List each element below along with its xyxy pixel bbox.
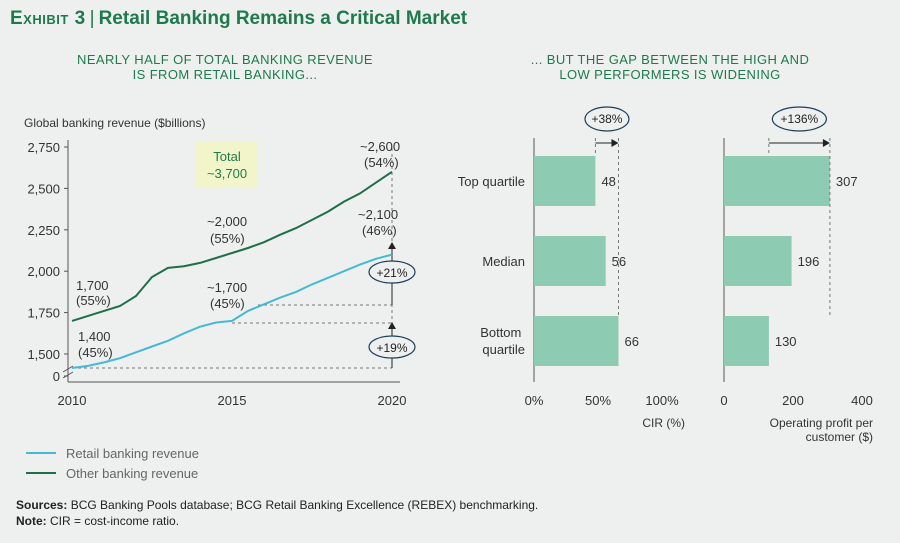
x-ticks: 2010 2015 2020 — [58, 393, 407, 408]
total-box — [196, 142, 258, 187]
total-box-value: ~3,700 — [207, 166, 247, 181]
cir-tick-label: 50% — [585, 393, 611, 408]
y-ticks: 2,750 2,500 2,250 2,000 1,750 1,500 0 — [27, 140, 68, 384]
retail-growth-badge — [368, 335, 416, 359]
retail-revenue-line — [71, 253, 393, 369]
axis-break-mark — [62, 371, 74, 379]
right-subtitle: ... BUT THE GAP BETWEEN THE HIGH AND LOW… — [480, 52, 860, 82]
cir-bar — [534, 236, 606, 286]
title-separator: | — [89, 8, 95, 29]
retail-growth-label: +19% — [376, 341, 407, 355]
annotation-other-2020: ~2,600 — [360, 139, 400, 154]
exhibit-heading: Retail Banking Remains a Critical Market — [98, 8, 468, 29]
annotation-retail-2020-share: (46%) — [362, 223, 397, 238]
other-revenue-line — [71, 170, 393, 322]
other-growth-label: +21% — [376, 266, 407, 280]
cir-gap-label: +38% — [591, 112, 622, 126]
annotation-retail-2020: ~2,100 — [358, 207, 398, 222]
right-subtitle-line1: ... BUT THE GAP BETWEEN THE HIGH AND — [530, 52, 810, 67]
note-text: CIR = cost-income ratio. — [50, 514, 180, 528]
category-labels: Top quartile Median Bottom quartile — [458, 174, 525, 357]
retail-growth-arrowhead — [388, 322, 396, 329]
note-label: Note: — [16, 514, 47, 528]
annotation-other-2015-share: (55%) — [210, 231, 245, 246]
cir-bar-value: 56 — [612, 254, 626, 269]
y-tick-label: 0 — [53, 369, 60, 384]
x-tick-label: 2020 — [378, 393, 407, 408]
exhibit-title: Exhibit 3 | Retail Banking Remains a Criti… — [10, 8, 467, 30]
value-annotations: 1,700 (55%) 1,400 (45%) ~2,000 (55%) ~1,… — [76, 139, 400, 360]
cir-bar-value: 66 — [624, 334, 638, 349]
profit-tick-label: 0 — [720, 393, 727, 408]
y-tick-label: 2,750 — [27, 140, 60, 155]
y-tick-label: 2,500 — [27, 181, 60, 196]
y-tick-label: 1,500 — [27, 347, 60, 362]
annotation-other-2010: 1,700 — [76, 278, 109, 293]
footer: Sources: BCG Banking Pools database; BCG… — [16, 497, 538, 529]
y-tick-label: 1,750 — [27, 306, 60, 321]
annotation-other-2015: ~2,000 — [207, 214, 247, 229]
profit-axis-title-line1: Operating profit per — [770, 416, 873, 430]
profit-gap-label: +136% — [781, 112, 819, 126]
cir-tick-label: 0% — [525, 393, 544, 408]
cir-gap-badge — [584, 106, 630, 132]
sources-label: Sources: — [16, 498, 68, 512]
profit-bar-value: 307 — [836, 174, 858, 189]
annotation-retail-2015: ~1,700 — [207, 280, 247, 295]
y-tick-label: 2,000 — [27, 264, 60, 279]
cir-gap-arrowhead — [611, 139, 619, 147]
sources-text: BCG Banking Pools database; BCG Retail B… — [70, 498, 539, 512]
legend-other-label: Other banking revenue — [66, 466, 198, 481]
exhibit-label: Exhibit 3 — [10, 8, 86, 29]
legend-retail-label: Retail banking revenue — [66, 446, 199, 461]
x-tick-label: 2010 — [58, 393, 87, 408]
profit-gap-arrowhead — [822, 139, 830, 147]
profit-tick-label: 400 — [851, 393, 873, 408]
right-subtitle-line2: LOW PERFORMERS IS WIDENING — [559, 67, 781, 82]
other-growth-badge — [368, 260, 416, 284]
axis-break-mark — [62, 365, 74, 373]
annotation-retail-2010-share: (45%) — [78, 345, 113, 360]
total-box-label: Total — [213, 149, 241, 164]
annotation-retail-2015-share: (45%) — [210, 296, 245, 311]
left-subtitle-line2: IS FROM RETAIL BANKING... — [132, 67, 318, 82]
profit-tick-label: 200 — [782, 393, 804, 408]
profit-bar-value: 130 — [775, 334, 797, 349]
cir-tick-label: 100% — [645, 393, 679, 408]
profit-bar-chart: 307 196 130 0 200 400 +136% Operating profit… — [720, 106, 873, 444]
y-axis-title: Global banking revenue ($billions) — [24, 116, 205, 130]
annotation-retail-2010: 1,400 — [78, 329, 111, 344]
profit-bar — [724, 316, 769, 366]
profit-gap-badge — [771, 106, 827, 132]
category-label-bottom-line2: quartile — [482, 342, 525, 357]
cir-bar — [534, 156, 596, 206]
x-tick-label: 2015 — [218, 393, 247, 408]
annotation-other-2010-share: (55%) — [76, 293, 111, 308]
left-subtitle-line1: NEARLY HALF OF TOTAL BANKING REVENUE — [77, 52, 373, 67]
category-label-bottom: Bottom quartile — [480, 325, 525, 357]
category-label-top: Top quartile — [458, 174, 525, 189]
left-subtitle: NEARLY HALF OF TOTAL BANKING REVENUE IS … — [40, 52, 410, 82]
profit-bar-value: 196 — [798, 254, 820, 269]
cir-bar-value: 48 — [601, 174, 615, 189]
annotation-other-2020-share: (54%) — [364, 155, 399, 170]
cir-bar-chart: 48 56 66 0% 50% 100% +38% CIR (%) — [525, 106, 685, 430]
category-label-bottom-line1: Bottom — [480, 325, 521, 340]
y-tick-label: 2,250 — [27, 223, 60, 238]
revenue-line-chart: Global banking revenue ($billions) 2,750… — [24, 116, 416, 481]
profit-bar — [724, 156, 830, 206]
sources-line: Sources: BCG Banking Pools database; BCG… — [16, 497, 538, 513]
profit-bar — [724, 236, 792, 286]
quartile-bar-charts: Top quartile Median Bottom quartile 48 56… — [458, 106, 873, 444]
other-growth-arrowhead — [388, 242, 396, 249]
note-line: Note: CIR = cost-income ratio. — [16, 513, 538, 529]
category-label-median: Median — [482, 254, 525, 269]
cir-bar — [534, 316, 619, 366]
profit-axis-title-line2: customer ($) — [806, 430, 873, 444]
cir-axis-title: CIR (%) — [642, 416, 685, 430]
